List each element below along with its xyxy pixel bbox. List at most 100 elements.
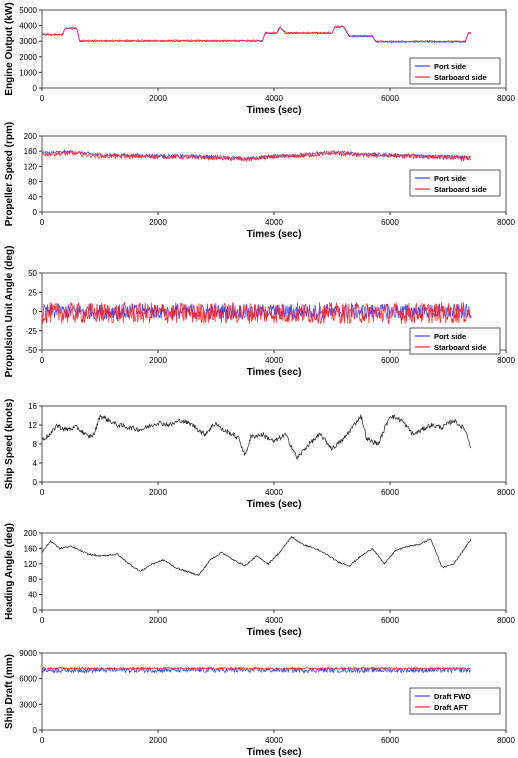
plot-area (41, 532, 507, 611)
x-tick-label: 0 (40, 356, 45, 365)
y-tick-label: 0 (33, 726, 38, 735)
x-tick-label: 8000 (497, 356, 515, 365)
series-line-1 (42, 414, 472, 461)
legend-box (409, 327, 501, 355)
y-tick-label: 12 (28, 421, 37, 430)
y-tick-label: 25 (28, 288, 37, 297)
chart-panel-1: 0 2000 4000 6000 8000 0 1000 2000 3000 4000 5000 Ti… (4, 2, 515, 116)
y-tick-label: 200 (24, 529, 38, 538)
x-tick-label: 8000 (497, 218, 515, 227)
y-tick-label: 0 (33, 606, 38, 615)
x-tick-label: 8000 (497, 488, 515, 497)
y-tick-label: 6000 (19, 675, 37, 684)
x-tick-label: 4000 (265, 356, 283, 365)
y-tick-label: 50 (28, 269, 37, 278)
legend-box (409, 687, 501, 715)
x-tick-label: 6000 (381, 616, 399, 625)
series-line-1 (42, 149, 472, 161)
legend-label: Port side (434, 174, 466, 183)
x-tick-label: 0 (40, 218, 45, 227)
x-axis-label: Times (sec) (247, 747, 302, 758)
y-axis-label: Heading Angle (deg) (4, 523, 15, 620)
x-tick-label: 2000 (149, 356, 167, 365)
x-tick-label: 6000 (381, 218, 399, 227)
x-tick-label: 0 (40, 616, 45, 625)
y-tick-label: 9000 (19, 649, 37, 658)
x-axis-label: Times (sec) (247, 105, 302, 116)
x-tick-label: 2000 (149, 616, 167, 625)
x-tick-label: 8000 (497, 736, 515, 745)
y-tick-label: 80 (28, 575, 37, 584)
x-tick-label: 2000 (149, 736, 167, 745)
legend: Draft FWD Draft AFT (409, 687, 501, 715)
y-axis-label: Engine Output (kW) (4, 2, 15, 95)
x-tick-label: 8000 (497, 94, 515, 103)
legend-label: Starboard side (434, 343, 487, 352)
y-tick-label: 16 (28, 402, 37, 411)
series-line-2 (42, 150, 471, 162)
chart-panel-2: 0 2000 4000 6000 8000 0 40 80 120 160 200 Times (se… (4, 122, 515, 240)
series-line-1 (42, 666, 472, 674)
y-tick-label: 2000 (19, 53, 37, 62)
y-tick-label: 200 (24, 132, 38, 141)
x-axis-label: Times (sec) (247, 229, 302, 240)
chart-panel-5: 0 2000 4000 6000 8000 0 40 80 120 160 200 Times (se… (4, 523, 515, 638)
x-tick-label: 4000 (265, 94, 283, 103)
y-tick-label: 5000 (19, 6, 37, 15)
x-tick-label: 0 (40, 736, 45, 745)
y-tick-label: 0 (33, 208, 38, 217)
chart-panel-3: 0 2000 4000 6000 8000 -50 -25 0 25 50 Times (sec) P… (4, 246, 515, 378)
x-axis-label: Times (sec) (247, 367, 302, 378)
y-tick-label: 8 (33, 440, 38, 449)
legend: Port side Starboard side (409, 169, 501, 197)
y-tick-label: 3000 (19, 700, 37, 709)
y-tick-label: 1000 (19, 68, 37, 77)
x-tick-label: 6000 (381, 736, 399, 745)
y-axis-label: Propulsion Unit Angle (deg) (4, 246, 15, 378)
x-tick-label: 4000 (265, 488, 283, 497)
y-axis-label: Ship Speed (knots) (4, 399, 15, 490)
y-tick-label: -50 (25, 346, 37, 355)
legend-label: Starboard side (434, 185, 487, 194)
y-tick-label: 4000 (19, 22, 37, 31)
x-tick-label: 6000 (381, 94, 399, 103)
y-axis-label: Ship Draft (mm) (4, 654, 15, 729)
legend: Port side Starboard side (409, 57, 501, 85)
y-tick-label: 160 (24, 544, 38, 553)
y-tick-label: 3000 (19, 37, 37, 46)
y-tick-label: 80 (28, 178, 37, 187)
legend: Port side Starboard side (409, 327, 501, 355)
y-tick-label: 40 (28, 193, 37, 202)
legend-label: Port side (434, 332, 466, 341)
y-tick-label: 120 (24, 560, 38, 569)
y-tick-label: 40 (28, 591, 37, 600)
legend-box (409, 57, 501, 85)
y-tick-label: 0 (33, 478, 38, 487)
x-tick-label: 6000 (381, 356, 399, 365)
x-axis-label: Times (sec) (247, 499, 302, 510)
chart-panel-6: 0 2000 4000 6000 8000 0 3000 6000 9000 Times (sec… (4, 649, 515, 758)
legend-label: Starboard side (434, 73, 487, 82)
x-tick-label: 8000 (497, 616, 515, 625)
y-tick-label: -25 (25, 327, 37, 336)
series-line-2 (42, 25, 472, 43)
x-axis-label: Times (sec) (247, 627, 302, 638)
x-tick-label: 4000 (265, 218, 283, 227)
series-line-2 (42, 666, 471, 671)
series-line-2 (42, 301, 472, 326)
y-axis-label: Propeller Speed (rpm) (4, 122, 15, 226)
plot-area (41, 405, 507, 483)
x-tick-label: 4000 (265, 736, 283, 745)
y-tick-label: 0 (33, 308, 38, 317)
x-tick-label: 2000 (149, 94, 167, 103)
series-line-1 (42, 26, 472, 44)
legend-label: Draft AFT (434, 703, 468, 712)
y-tick-label: 160 (24, 147, 38, 156)
y-tick-label: 4 (33, 459, 38, 468)
chart-panel-4: 0 2000 4000 6000 8000 0 4 8 12 16 Times (sec) Ship … (4, 399, 515, 510)
y-tick-label: 0 (33, 84, 38, 93)
x-tick-label: 0 (40, 94, 45, 103)
x-tick-label: 2000 (149, 218, 167, 227)
series-line-1 (42, 535, 472, 577)
